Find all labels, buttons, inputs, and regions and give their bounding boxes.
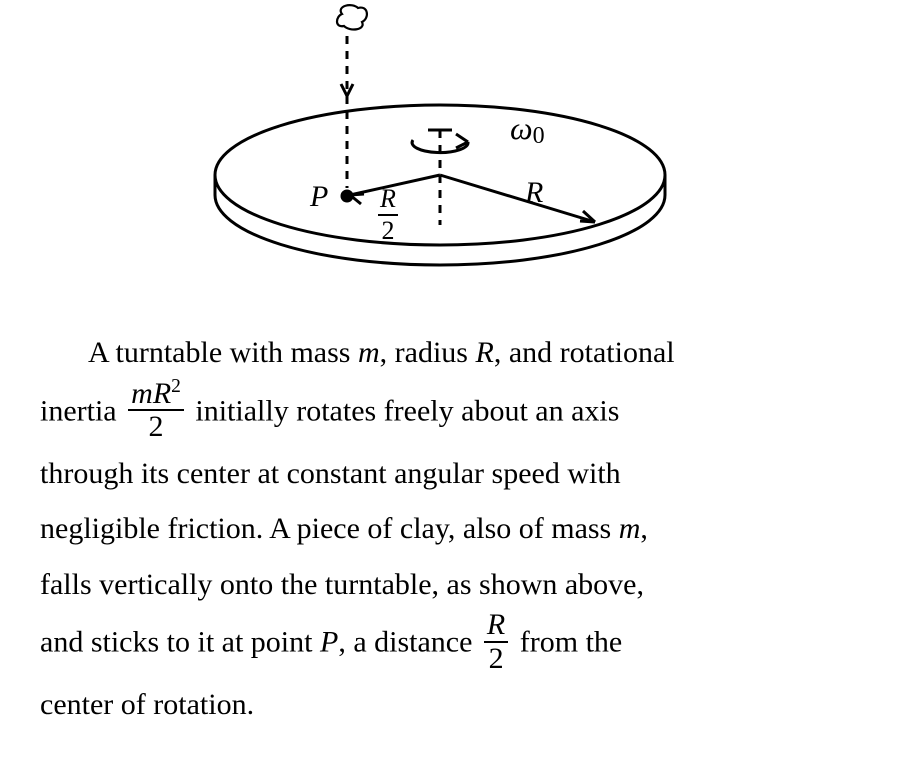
- t-s3: through its center at constant angular s…: [40, 457, 621, 490]
- t-s1b: , radius: [380, 336, 476, 369]
- label-omega0: ω0: [510, 110, 545, 150]
- t-s5: falls vertically onto the turntable, as …: [40, 568, 644, 601]
- problem-text: A turntable with mass m, radius R, and r…: [40, 325, 860, 733]
- t-s6c: from the: [512, 625, 622, 658]
- frac-R2-num: R: [484, 609, 508, 641]
- label-omega0-sub: 0: [533, 123, 545, 149]
- t-s6b: , a distance: [338, 625, 480, 658]
- t-P: P: [320, 625, 338, 658]
- label-R-half-num: R: [378, 186, 398, 216]
- t-R: R: [475, 336, 493, 369]
- point-P-dot: [342, 191, 352, 201]
- frac-mr2-exp: 2: [171, 376, 181, 397]
- t-s1a: A turntable with mass: [88, 336, 358, 369]
- t-s4b: ,: [640, 512, 648, 545]
- clay-icon: [337, 5, 367, 29]
- frac-mr2-m: m: [131, 377, 153, 410]
- t-m2: m: [619, 512, 641, 545]
- t-s4a: negligible friction. A piece of clay, al…: [40, 512, 619, 545]
- t-s7: center of rotation.: [40, 688, 254, 721]
- turntable-figure: ω0 P R R 2: [160, 0, 720, 300]
- t-s6a: and sticks to it at point: [40, 625, 320, 658]
- label-P: P: [310, 180, 328, 214]
- frac-mr2: mR2 2: [128, 378, 184, 443]
- label-R: R: [525, 176, 543, 210]
- frac-mr2-den: 2: [128, 409, 184, 443]
- t-s1c: , and rotational: [494, 336, 675, 369]
- frac-R2-den: 2: [484, 641, 508, 675]
- figure-svg: [160, 0, 720, 300]
- page: ω0 P R R 2 A turntable with mass m, radi…: [0, 0, 900, 783]
- label-omega0-omega: ω: [510, 110, 533, 146]
- label-R-half: R 2: [378, 186, 398, 244]
- t-s2b: initially rotates freely about an axis: [188, 394, 620, 427]
- t-m: m: [358, 336, 380, 369]
- label-R-half-den: 2: [378, 216, 398, 244]
- frac-mr2-R: R: [153, 377, 171, 410]
- t-s2a: inertia: [40, 394, 124, 427]
- frac-R2: R2: [484, 609, 508, 674]
